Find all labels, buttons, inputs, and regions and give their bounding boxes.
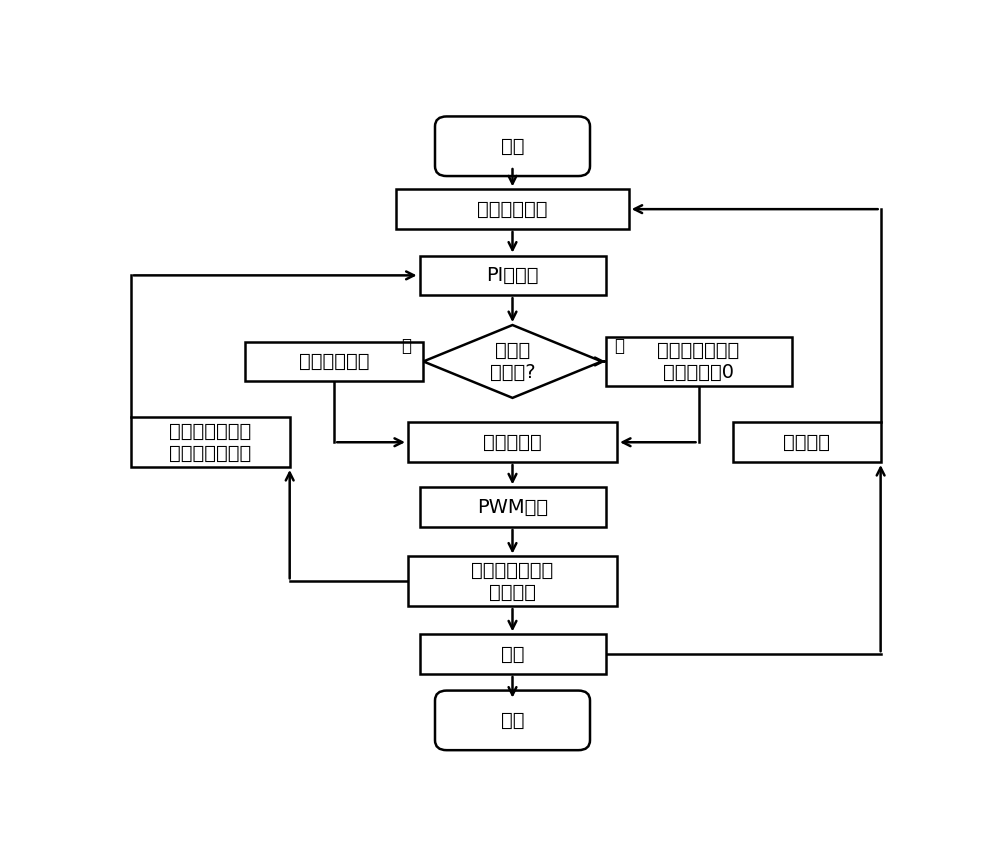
Text: 结束: 结束 bbox=[501, 711, 524, 730]
FancyBboxPatch shape bbox=[408, 556, 617, 606]
Text: 滞环比较器: 滞环比较器 bbox=[483, 433, 542, 452]
Text: 给定参考转速: 给定参考转速 bbox=[477, 200, 548, 218]
Text: 转速计算: 转速计算 bbox=[784, 433, 830, 452]
Text: PI调节器: PI调节器 bbox=[486, 266, 539, 285]
FancyBboxPatch shape bbox=[420, 488, 606, 527]
Text: 否: 否 bbox=[401, 337, 411, 355]
Text: 电机是
否故障?: 电机是 否故障? bbox=[490, 341, 535, 382]
FancyBboxPatch shape bbox=[245, 341, 423, 381]
Text: 发生故障电机参
考电流置为0: 发生故障电机参 考电流置为0 bbox=[657, 341, 740, 382]
FancyBboxPatch shape bbox=[733, 422, 881, 462]
FancyBboxPatch shape bbox=[606, 336, 792, 386]
Text: 电流计算、故障
检测、容错控制: 电流计算、故障 检测、容错控制 bbox=[169, 421, 251, 463]
Text: 五相电压源型容
错逆变器: 五相电压源型容 错逆变器 bbox=[471, 561, 554, 602]
FancyBboxPatch shape bbox=[396, 189, 629, 229]
Text: PWM模块: PWM模块 bbox=[477, 498, 548, 517]
FancyBboxPatch shape bbox=[435, 116, 590, 176]
Text: 参考电流重构: 参考电流重构 bbox=[299, 352, 370, 371]
Text: 是: 是 bbox=[614, 337, 624, 355]
Text: 开始: 开始 bbox=[501, 137, 524, 156]
FancyBboxPatch shape bbox=[408, 422, 617, 462]
FancyBboxPatch shape bbox=[131, 417, 290, 467]
Text: 电机: 电机 bbox=[501, 645, 524, 664]
FancyBboxPatch shape bbox=[435, 691, 590, 750]
FancyBboxPatch shape bbox=[420, 635, 606, 674]
FancyBboxPatch shape bbox=[420, 255, 606, 295]
Polygon shape bbox=[423, 325, 602, 398]
